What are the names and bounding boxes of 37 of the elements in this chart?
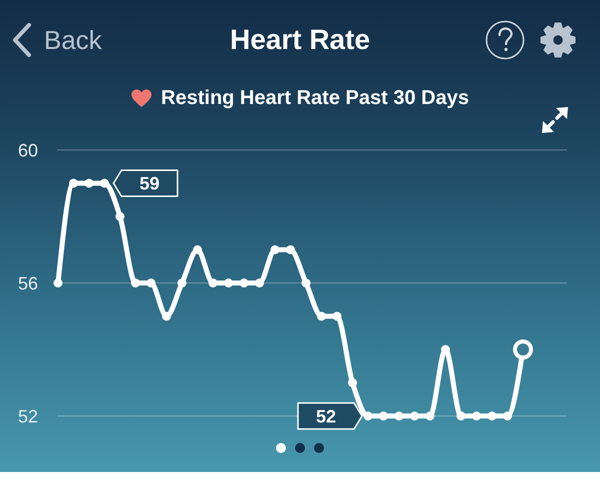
point	[131, 278, 140, 288]
chart-subtitle: Resting Heart Rate Past 30 Days	[161, 86, 469, 111]
annotation: 59	[139, 174, 160, 194]
point	[488, 412, 496, 420]
point	[472, 412, 481, 420]
point	[162, 312, 171, 321]
point	[54, 278, 62, 288]
point	[332, 312, 342, 321]
point	[317, 312, 326, 321]
point	[178, 278, 186, 288]
point	[193, 245, 202, 254]
point	[426, 412, 434, 420]
y-tick-label: 60	[18, 140, 38, 160]
point	[208, 278, 218, 288]
point	[394, 412, 404, 420]
point	[348, 378, 357, 388]
y-tick-label: 52	[18, 406, 38, 426]
point	[69, 178, 78, 188]
point	[146, 278, 156, 288]
point	[84, 178, 94, 188]
point	[240, 278, 248, 288]
point	[224, 278, 233, 288]
y-tick-label: 56	[18, 273, 38, 294]
point	[116, 212, 124, 221]
point	[100, 178, 109, 188]
point	[364, 412, 372, 420]
point	[255, 278, 264, 288]
point	[410, 412, 419, 420]
point	[286, 245, 295, 254]
annotation: 52	[316, 406, 336, 426]
text: Back	[44, 24, 102, 56]
point	[270, 245, 280, 254]
point	[379, 412, 388, 420]
point	[302, 278, 310, 288]
point	[456, 412, 466, 420]
point	[503, 412, 512, 420]
chart-title: Heart Rate	[228, 23, 372, 57]
